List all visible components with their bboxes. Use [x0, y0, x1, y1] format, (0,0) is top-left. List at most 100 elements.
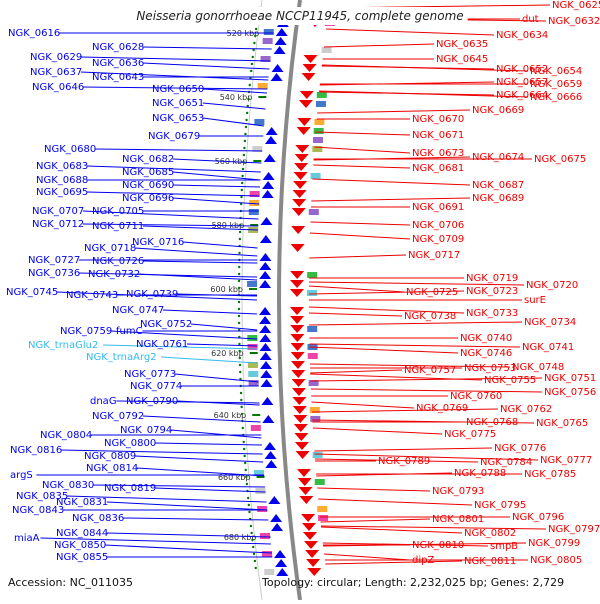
gene-label[interactable]: NGK_0799 — [528, 538, 580, 549]
gene-label[interactable]: NGK_0635 — [436, 39, 488, 50]
gene-label[interactable]: NGK_0695 — [36, 187, 88, 198]
gene-label[interactable]: NGK_0687 — [472, 180, 524, 191]
gene-label[interactable]: NGK_0745 — [6, 287, 58, 298]
gene-label[interactable]: NGK_0711 — [92, 221, 144, 232]
gene-label[interactable]: NGK_0707 — [32, 206, 84, 217]
gene-label[interactable]: NGK_0706 — [412, 220, 464, 231]
gene-label[interactable]: NGK_0719 — [466, 273, 518, 284]
gene-label[interactable]: dnaG — [90, 396, 117, 407]
gene-label[interactable]: NGK_0682 — [122, 154, 174, 165]
gene-label[interactable]: NGK_0844 — [56, 528, 108, 539]
gene-label[interactable]: NGK_0733 — [466, 308, 518, 319]
gene-label[interactable]: NGK_0835 — [16, 491, 68, 502]
gene-label[interactable]: NGK_0727 — [28, 255, 80, 266]
gene-label[interactable]: NGK_0761 — [136, 339, 188, 350]
gene-label[interactable]: NGK_0657 — [496, 77, 548, 88]
gene-label[interactable]: NGK_0746 — [460, 348, 512, 359]
gene-label[interactable]: NGK_0659 — [530, 79, 582, 90]
gene-label[interactable]: NGK_0696 — [122, 193, 174, 204]
gene-label[interactable]: NGK_0652 — [496, 64, 548, 75]
gene-label[interactable]: surE — [524, 295, 546, 306]
gene-label[interactable]: NGK_0674 — [472, 152, 524, 163]
gene-label[interactable]: NGK_0743 — [66, 290, 118, 301]
gene-label[interactable]: NGK_0788 — [454, 468, 506, 479]
gene-label[interactable]: NGK_0628 — [92, 42, 144, 53]
gene-label[interactable]: dipZ — [412, 555, 434, 566]
gene-label[interactable]: NGK_0809 — [84, 451, 136, 462]
gene-label[interactable]: NGK_0670 — [412, 114, 464, 125]
gene-label[interactable]: NGK_0805 — [530, 555, 582, 566]
gene-label[interactable]: NGK_0793 — [432, 486, 484, 497]
gene-label[interactable]: NGK_0762 — [500, 404, 552, 415]
gene-label[interactable]: NGK_0836 — [72, 513, 124, 524]
gene-label[interactable]: NGK_0732 — [88, 269, 140, 280]
gene-label[interactable]: NGK_0768 — [466, 417, 518, 428]
gene-label[interactable]: NGK_0725 — [406, 287, 458, 298]
gene-label[interactable]: NGK_0795 — [474, 500, 526, 511]
gene-label[interactable]: NGK_0726 — [92, 256, 144, 267]
gene-label[interactable]: NGK_0654 — [530, 66, 582, 77]
gene-label[interactable]: NGK_0632 — [548, 16, 600, 27]
gene-label[interactable]: NGK_0797 — [548, 524, 600, 535]
gene-label[interactable]: NGK_0705 — [92, 206, 144, 217]
gene-label[interactable]: NGK_0740 — [460, 333, 512, 344]
gene-label[interactable]: NGK_0748 — [512, 362, 564, 373]
gene-label[interactable]: NGK_0800 — [104, 438, 156, 449]
gene-label[interactable]: NGK_0796 — [512, 512, 564, 523]
gene-label[interactable]: dut — [522, 14, 539, 25]
gene-label[interactable]: NGK_0757 — [404, 365, 456, 376]
gene-label[interactable]: NGK_0650 — [152, 84, 204, 95]
gene-label[interactable]: NGK_0675 — [534, 154, 586, 165]
gene-label[interactable]: NGK_0814 — [86, 463, 138, 474]
gene-label[interactable]: NGK_0629 — [30, 52, 82, 63]
gene-label[interactable]: NGK_0794 — [120, 425, 172, 436]
gene-label[interactable]: NGK_0802 — [464, 528, 516, 539]
gene-label[interactable]: NGK_0646 — [32, 82, 84, 93]
gene-label[interactable]: NGK_0712 — [32, 219, 84, 230]
gene-label[interactable]: NGK_0789 — [378, 456, 430, 467]
gene-label[interactable]: argS — [10, 470, 33, 481]
gene-label[interactable]: NGK_0773 — [124, 369, 176, 380]
gene-label[interactable]: NGK_0616 — [8, 28, 60, 39]
gene-label[interactable]: NGK_0785 — [524, 469, 576, 480]
gene-label[interactable]: NGK_0689 — [472, 193, 524, 204]
gene-label[interactable]: NGK_0688 — [36, 175, 88, 186]
gene-label[interactable]: NGK_0709 — [412, 234, 464, 245]
gene-label[interactable]: NGK_0691 — [412, 202, 464, 213]
gene-label[interactable]: NGK_0850 — [54, 540, 106, 551]
gene-label[interactable]: NGK_0765 — [536, 418, 588, 429]
gene-label[interactable]: NGK_0741 — [522, 342, 574, 353]
gene-label[interactable]: smpB — [490, 541, 518, 552]
gene-label[interactable]: NGK_0685 — [122, 167, 174, 178]
gene-label[interactable]: NGK_0747 — [112, 305, 164, 316]
gene-label[interactable]: NGK_0801 — [432, 514, 484, 525]
gene-label[interactable]: NGK_0830 — [42, 480, 94, 491]
gene-label[interactable]: NGK_0651 — [152, 98, 204, 109]
gene-label[interactable]: NGK_0775 — [444, 429, 496, 440]
gene-label[interactable]: NGK_0752 — [140, 319, 192, 330]
gene-label[interactable]: NGK_0810 — [412, 540, 464, 551]
gene-label[interactable]: NGK_0720 — [526, 280, 578, 291]
gene-label[interactable]: NGK_0723 — [466, 286, 518, 297]
gene-label[interactable]: NGK_0792 — [92, 411, 144, 422]
gene-label[interactable]: NGK_0683 — [36, 161, 88, 172]
gene-label[interactable]: NGK_0634 — [496, 30, 548, 41]
gene-label[interactable]: NGK_0637 — [30, 67, 82, 78]
gene-label[interactable]: NGK_0718 — [84, 243, 136, 254]
gene-label[interactable]: NGK_0653 — [152, 113, 204, 124]
gene-label[interactable]: NGK_0717 — [408, 250, 460, 261]
gene-label[interactable]: NGK_0679 — [148, 131, 200, 142]
gene-label[interactable]: NGK_0751 — [544, 373, 596, 384]
gene-label[interactable]: NGK_0811 — [464, 556, 516, 567]
gene-label[interactable]: NGK_0756 — [544, 387, 596, 398]
gene-label[interactable]: NGK_0734 — [524, 317, 576, 328]
trna-label[interactable]: NGK_trnaGlu2 — [28, 340, 98, 351]
gene-label[interactable]: NGK_0777 — [540, 455, 592, 466]
gene-label[interactable]: NGK_0819 — [104, 483, 156, 494]
gene-label[interactable]: NGK_0739 — [126, 289, 178, 300]
gene-label[interactable]: NGK_0769 — [416, 403, 468, 414]
gene-label[interactable]: NGK_0855 — [56, 552, 108, 563]
gene-label[interactable]: NGK_0736 — [28, 268, 80, 279]
gene-label[interactable]: NGK_0790 — [126, 396, 178, 407]
gene-label[interactable]: NGK_0666 — [530, 92, 582, 103]
